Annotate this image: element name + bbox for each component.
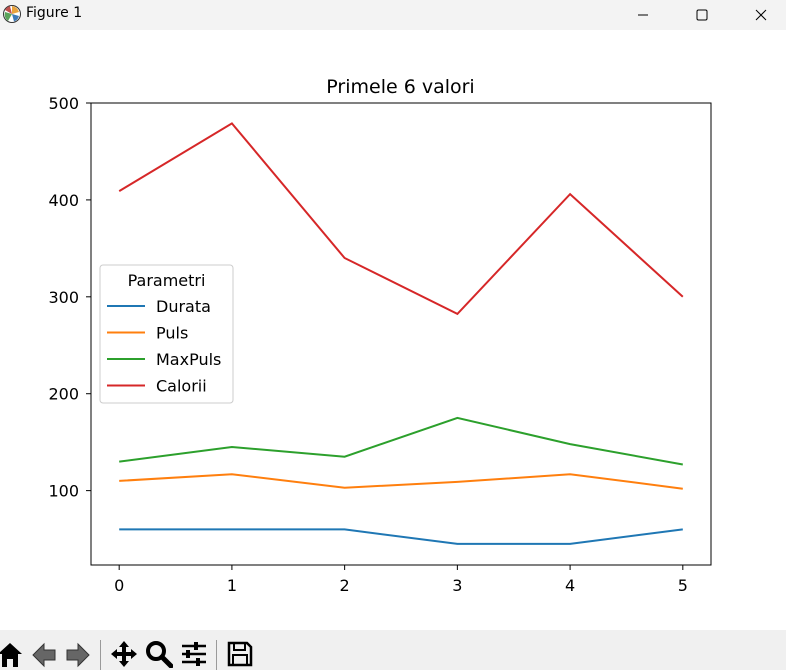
x-tick-label: 3 bbox=[452, 576, 462, 595]
zoom-icon[interactable] bbox=[145, 640, 173, 668]
maximize-icon bbox=[696, 9, 708, 21]
maximize-button[interactable] bbox=[679, 0, 725, 30]
window-titlebar: Figure 1 bbox=[0, 0, 786, 30]
pan-icon[interactable] bbox=[110, 640, 138, 668]
window-title: Figure 1 bbox=[26, 5, 83, 21]
legend-label: MaxPuls bbox=[156, 350, 221, 369]
x-tick-label: 0 bbox=[114, 576, 124, 595]
series-line-puls bbox=[119, 473, 683, 490]
x-tick-label: 4 bbox=[565, 576, 575, 595]
axes-frame bbox=[90, 102, 712, 566]
legend[interactable]: Parametri Durata Puls MaxPuls Calorii bbox=[99, 264, 234, 404]
matplotlib-logo-icon bbox=[3, 5, 21, 23]
y-tick-label: 100 bbox=[48, 482, 79, 501]
series-line-durata bbox=[119, 528, 683, 545]
save-icon[interactable] bbox=[226, 640, 254, 668]
forward-icon[interactable] bbox=[64, 640, 92, 668]
close-icon bbox=[755, 9, 767, 21]
y-tick-label: 400 bbox=[48, 191, 79, 210]
close-button[interactable] bbox=[738, 0, 784, 30]
minimize-button[interactable] bbox=[620, 0, 666, 30]
series-line-maxpuls bbox=[119, 416, 683, 466]
x-tick-label: 2 bbox=[340, 576, 350, 595]
chart-title: Primele 6 valori bbox=[326, 76, 474, 98]
series-line-calorii bbox=[118, 122, 684, 316]
x-tick-label: 5 bbox=[678, 576, 688, 595]
minimize-icon bbox=[638, 14, 648, 16]
configure-subplots-icon[interactable] bbox=[180, 640, 208, 668]
back-icon[interactable] bbox=[30, 640, 58, 668]
y-tick-label: 300 bbox=[48, 288, 79, 307]
navigation-toolbar bbox=[0, 630, 786, 670]
y-tick-label: 200 bbox=[48, 385, 79, 404]
toolbar-separator bbox=[100, 640, 101, 670]
toolbar-separator bbox=[216, 640, 217, 670]
legend-label: Puls bbox=[156, 324, 188, 343]
x-tick-label: 1 bbox=[227, 576, 237, 595]
legend-title: Parametri bbox=[128, 271, 206, 290]
home-icon[interactable] bbox=[0, 640, 24, 668]
y-tick-label: 500 bbox=[48, 94, 79, 113]
legend-label: Durata bbox=[156, 297, 211, 316]
legend-label: Calorii bbox=[156, 377, 207, 396]
legend-box bbox=[99, 264, 234, 404]
